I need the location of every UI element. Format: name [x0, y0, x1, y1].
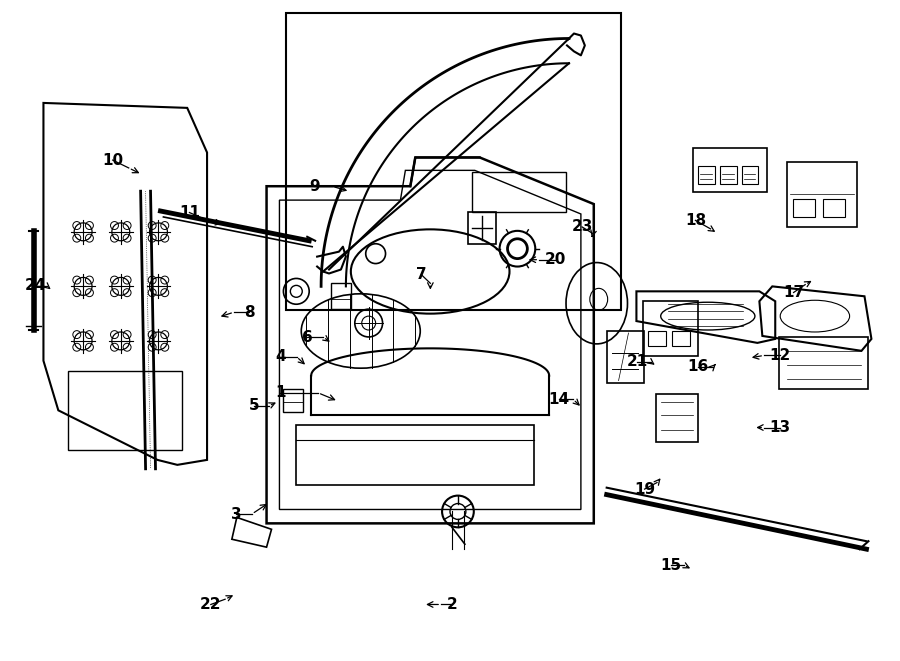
Text: 24: 24: [24, 278, 46, 293]
Text: 8: 8: [244, 305, 255, 320]
Bar: [698, 167, 715, 184]
Text: 6: 6: [302, 330, 312, 344]
Bar: [742, 167, 759, 184]
Text: 9: 9: [309, 179, 320, 194]
Text: 10: 10: [102, 153, 123, 168]
Bar: [823, 199, 845, 217]
Bar: [672, 331, 690, 346]
Bar: [68, 371, 183, 450]
Text: 5: 5: [248, 399, 259, 413]
Bar: [284, 389, 303, 412]
Bar: [472, 173, 566, 212]
Text: 13: 13: [770, 420, 791, 435]
Bar: [720, 167, 736, 184]
Bar: [656, 395, 698, 442]
Text: 1: 1: [275, 385, 285, 401]
Text: 14: 14: [548, 392, 570, 407]
Text: 2: 2: [446, 597, 457, 612]
Text: 19: 19: [634, 482, 655, 496]
Text: 22: 22: [200, 597, 221, 612]
Text: 7: 7: [416, 267, 427, 282]
Text: 15: 15: [661, 558, 682, 572]
Bar: [779, 337, 868, 389]
Text: 11: 11: [179, 205, 200, 220]
Text: 4: 4: [275, 349, 285, 364]
Text: 21: 21: [626, 354, 648, 369]
Text: 17: 17: [783, 285, 805, 300]
Bar: [468, 212, 496, 244]
Text: 12: 12: [770, 348, 791, 363]
Text: 20: 20: [544, 253, 566, 267]
Bar: [296, 425, 535, 485]
Bar: [693, 147, 768, 192]
Text: 23: 23: [572, 219, 593, 235]
Text: 18: 18: [685, 213, 706, 228]
Bar: [648, 331, 666, 346]
Bar: [286, 13, 621, 310]
Text: 3: 3: [230, 506, 241, 522]
Text: 16: 16: [688, 359, 708, 374]
Bar: [788, 163, 857, 227]
Bar: [607, 331, 644, 383]
Bar: [793, 199, 814, 217]
Bar: [331, 284, 351, 309]
Bar: [644, 301, 698, 356]
